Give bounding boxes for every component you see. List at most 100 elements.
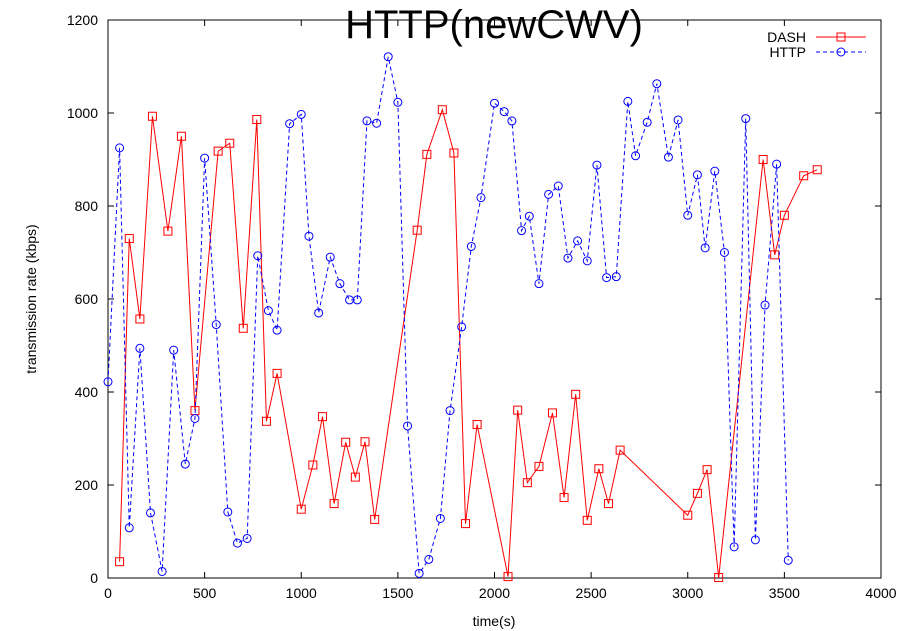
data-point-http [517, 226, 527, 236]
data-point-http [352, 295, 362, 305]
data-point-http [124, 523, 134, 533]
data-point-http [592, 160, 602, 170]
data-point-http [466, 241, 476, 251]
y-axis-label: transmission rate (kbps) [23, 224, 39, 373]
data-point-dash [308, 460, 318, 470]
data-point-dash [692, 488, 702, 498]
data-point-dash [472, 420, 482, 430]
legend-marker-dash [836, 32, 846, 42]
data-point-http [211, 320, 221, 330]
y-tick-label: 200 [75, 477, 99, 493]
data-point-dash [547, 408, 557, 418]
x-tick-label: 4000 [865, 585, 896, 601]
series-dash [115, 105, 822, 583]
data-point-http [314, 308, 324, 318]
data-point-dash [213, 146, 223, 156]
data-point-dash [683, 510, 693, 520]
data-point-http [457, 322, 467, 332]
data-point-http [783, 555, 793, 565]
data-point-http [383, 52, 393, 62]
data-point-dash [238, 323, 248, 333]
data-point-dash [571, 389, 581, 399]
data-point-dash [449, 148, 459, 158]
data-point-dash [615, 445, 625, 455]
data-point-http [553, 181, 563, 191]
data-point-dash [437, 105, 447, 115]
data-point-http [663, 152, 673, 162]
data-point-dash [176, 131, 186, 141]
data-point-http [544, 189, 554, 199]
data-point-dash [594, 464, 604, 474]
data-point-http [772, 159, 782, 169]
data-point-dash [779, 210, 789, 220]
data-point-dash [261, 416, 271, 426]
data-point-http [403, 421, 413, 431]
data-point-http [524, 211, 534, 221]
data-point-dash [714, 573, 724, 583]
data-point-http [157, 566, 167, 576]
legend-label-dash: DASH [767, 29, 806, 45]
y-tick-label: 1000 [67, 105, 98, 121]
data-point-dash [252, 115, 262, 125]
data-point-http [414, 568, 424, 578]
x-tick-label: 2500 [576, 585, 607, 601]
data-point-dash [412, 225, 422, 235]
data-point-dash [350, 472, 360, 482]
y-tick-label: 0 [90, 570, 98, 586]
legend-marker-http [836, 47, 846, 57]
x-tick-label: 3000 [672, 585, 703, 601]
data-point-http [445, 406, 455, 416]
data-point-http [692, 170, 702, 180]
data-point-http [362, 116, 372, 126]
data-point-http [683, 210, 693, 220]
data-point-http [490, 98, 499, 108]
data-point-http [304, 231, 314, 241]
data-point-http [729, 542, 739, 552]
data-point-dash [559, 493, 569, 503]
x-tick-label: 2000 [479, 585, 510, 601]
legend-label-http: HTTP [769, 44, 806, 60]
data-point-http [719, 248, 729, 257]
data-point-dash [513, 405, 523, 415]
data-point-dash [422, 149, 432, 159]
data-point-http [232, 538, 242, 548]
data-point-http [582, 256, 592, 266]
y-tick-label: 1200 [67, 12, 98, 28]
data-point-http [602, 273, 612, 283]
data-point-dash [522, 478, 532, 488]
x-tick-label: 500 [193, 585, 217, 601]
data-point-dash [799, 171, 809, 181]
data-point-http [534, 279, 544, 289]
data-point-http [242, 533, 252, 543]
series-line-http [107, 56, 789, 575]
data-point-http [750, 535, 760, 545]
y-tick-label: 600 [75, 291, 99, 307]
data-point-dash [124, 234, 134, 244]
data-point-dash [534, 461, 544, 471]
y-tick-label: 400 [75, 384, 99, 400]
data-point-dash [503, 572, 513, 582]
data-point-http [741, 114, 751, 124]
data-point-http [563, 253, 573, 263]
x-tick-label: 1000 [286, 585, 317, 601]
data-point-dash [147, 111, 157, 121]
data-point-http [573, 236, 583, 246]
data-point-http [652, 79, 662, 89]
data-point-dash [461, 519, 471, 529]
data-point-http [611, 272, 621, 282]
data-point-dash [812, 165, 822, 175]
data-point-dash [370, 514, 380, 524]
data-point-dash [115, 557, 125, 567]
data-point-dash [272, 368, 282, 378]
data-point-http [642, 117, 652, 127]
data-point-dash [163, 226, 173, 236]
data-point-http [673, 115, 683, 125]
series-layer [103, 52, 822, 583]
data-point-http [146, 508, 156, 518]
data-point-http [623, 96, 633, 106]
data-point-dash [758, 155, 768, 164]
x-tick-label: 0 [104, 585, 112, 601]
series-line-dash [119, 108, 818, 578]
x-axis-label: time(s) [473, 613, 516, 629]
